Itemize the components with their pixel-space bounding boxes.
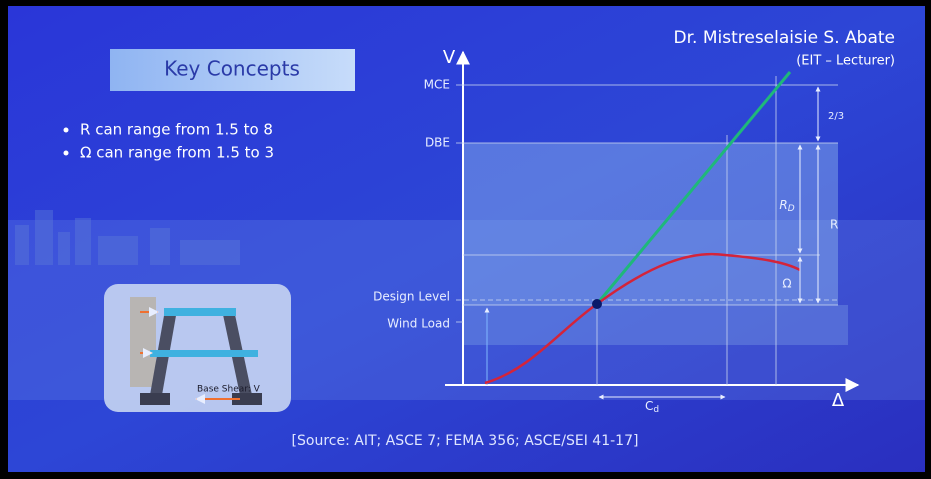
capacity-curve	[484, 252, 801, 385]
level-label: Design Level	[373, 290, 450, 304]
building	[58, 232, 70, 265]
design-point	[592, 299, 602, 309]
figure-label: Base Shear: V	[197, 385, 261, 395]
r-label: R	[830, 218, 838, 232]
building	[75, 218, 91, 265]
building	[150, 228, 170, 265]
x-axis-label: Δ	[832, 390, 845, 411]
author: Dr. Mistreselaisie S. Abate	[674, 28, 896, 48]
bullet: Ω can range from 1.5 to 3	[80, 144, 274, 162]
beam	[150, 350, 258, 357]
building	[98, 236, 138, 265]
rd-base: R	[779, 198, 787, 212]
rd-sub: D	[788, 204, 795, 214]
role: (EIT – Lecturer)	[796, 54, 895, 69]
building	[35, 210, 53, 265]
level-label: MCE	[424, 78, 450, 92]
wall-texture	[130, 297, 156, 387]
bullet-dot	[63, 150, 69, 156]
level-label: Wind Load	[387, 317, 450, 331]
bullet-dot	[63, 127, 69, 133]
y-axis-label: V	[443, 47, 456, 68]
rd-label: RD	[779, 198, 794, 214]
ratio-label: 2/3	[828, 111, 844, 122]
source: [Source: AIT; ASCE 7; FEMA 356; ASCE/SEI…	[292, 433, 639, 449]
footing	[232, 393, 262, 405]
bullet: R can range from 1.5 to 8	[80, 121, 273, 139]
cd-base: C	[645, 399, 653, 413]
building	[180, 240, 240, 265]
beam	[164, 308, 236, 316]
building	[15, 225, 29, 265]
omega-label: Ω	[782, 277, 791, 291]
title-box	[110, 49, 355, 91]
footing	[140, 393, 170, 405]
cd-sub: d	[653, 405, 659, 415]
cd-label: Cd	[645, 399, 659, 415]
level-label: DBE	[425, 136, 450, 150]
skyline	[15, 210, 240, 265]
elastic-line	[595, 71, 792, 305]
wind-zone	[463, 305, 848, 345]
section-title: Key Concepts	[164, 57, 300, 81]
